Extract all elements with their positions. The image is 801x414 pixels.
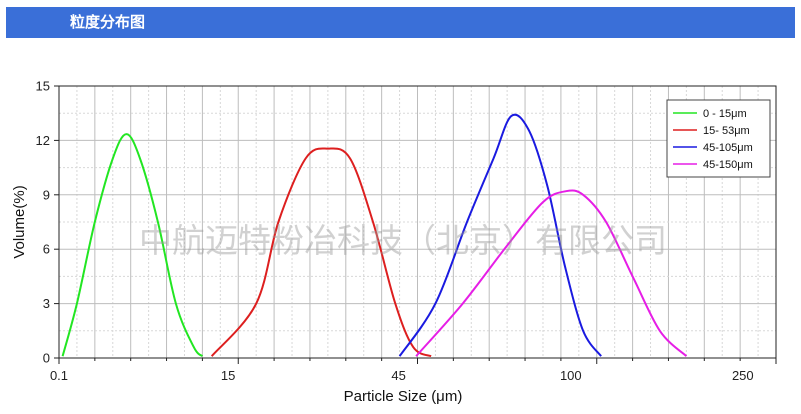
series-line-1 — [61, 133, 204, 357]
page-title: 粒度分布图 — [70, 13, 146, 31]
watermark-text: 中航迈特粉冶科技（北京）有限公司 — [139, 221, 667, 260]
legend-label: 15- 53μm — [703, 125, 750, 137]
y-tick-label: 9 — [43, 187, 50, 202]
y-tick-label: 12 — [36, 133, 50, 148]
series-line-4 — [415, 189, 688, 357]
legend-label: 45-150μm — [703, 159, 753, 171]
x-axis-title: Particle Size (μm) — [344, 388, 463, 405]
page-header: 粒度分布图 — [6, 7, 795, 38]
y-axis-title: Volume(%) — [11, 185, 28, 258]
series-lines — [61, 113, 688, 358]
grid-lines — [59, 86, 776, 358]
legend: 0 - 15μm 15- 53μm 45-105μm 45-150μm — [666, 99, 771, 178]
legend-label: 45-105μm — [703, 142, 753, 154]
y-tick-label: 6 — [43, 242, 50, 257]
x-tick-label: 100 — [560, 368, 582, 383]
x-tick-label: 15 — [221, 368, 235, 383]
axis-ticks: 0 3 6 9 12 15 0.1 15 45 100 250 — [36, 79, 777, 383]
y-tick-label: 15 — [36, 79, 50, 94]
x-tick-label: 45 — [391, 368, 405, 383]
x-tick-label: 0.1 — [50, 368, 68, 383]
series-line-3 — [398, 113, 602, 357]
y-tick-label: 0 — [43, 351, 50, 366]
y-tick-label: 3 — [43, 296, 50, 311]
legend-label: 0 - 15μm — [703, 108, 747, 120]
series-line-2 — [210, 147, 432, 358]
x-tick-label: 250 — [732, 368, 754, 383]
